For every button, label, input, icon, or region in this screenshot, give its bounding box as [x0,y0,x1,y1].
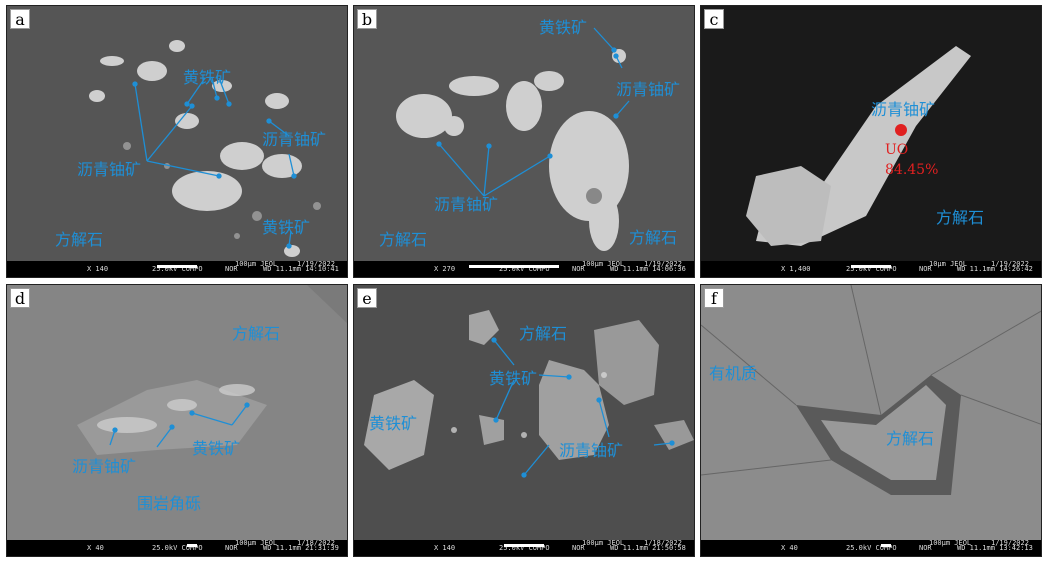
scale-bar [157,265,197,268]
scale-bar [187,544,197,547]
sem-image-e [354,285,694,542]
date: 1/18/2022 [644,539,682,547]
label-pyrite: 黄铁矿 [489,369,538,388]
sem-panel-a: a 黄铁矿 沥青铀矿 沥青铀矿 黄铁矿 方解石 X 140 25.0kV COM… [6,5,348,278]
voltage-mode: 25.0kV COMPO [499,265,550,273]
label-calcite: 方解石 [232,324,281,343]
label-pitchblende: 沥青铀矿 [616,80,681,99]
magnification: X 140 [434,544,456,552]
wd-time: WD 11.1mm 21:50:58 [610,544,686,552]
label-calcite: 方解石 [629,228,678,247]
spot-value: 84.45% [885,162,939,178]
sem-image-b [354,6,694,263]
wd-time: WD 11.1mm 13:42:13 [957,544,1033,552]
nor: NOR [225,544,238,552]
label-pyrite: 黄铁矿 [262,218,311,237]
label-pyrite: 黄铁矿 [539,18,588,37]
panel-letter: b [357,9,377,29]
sem-info-bar: X 140 25.0kV COMPO NOR 100μm JEOL 1/18/2… [354,539,694,556]
label-calcite: 方解石 [519,324,568,343]
voltage-mode: 25.0kV COMPO [846,544,897,552]
date: 1/19/2022 [644,260,682,268]
date: 1/19/2022 [297,260,335,268]
sem-image-c [701,6,1041,263]
label-wallrock-breccia: 围岩角砾 [137,494,202,513]
scale-bar [504,544,544,547]
label-pitchblende: 沥青铀矿 [559,441,624,460]
sem-info-bar: X 40 25.0kV COMPO NOR 100μm JEOL 1/19/20… [701,539,1041,556]
magnification: X 1,400 [781,265,811,273]
nor: NOR [572,265,585,273]
sem-info-bar: X 270 25.0kV COMPO NOR 100μm JEOL 1/19/2… [354,260,694,277]
magnification: X 140 [87,265,109,273]
label-pitchblende: 沥青铀矿 [262,130,327,149]
nor: NOR [919,544,932,552]
voltage-mode: 25.0kV COMPO [152,544,203,552]
sem-info-bar: X 1,400 25.0kV COMPO NOR 10μm JEOL 1/19/… [701,260,1041,277]
wd-time: WD 11.1mm 14:06:36 [610,265,686,273]
scale-bar [469,265,559,268]
label-calcite: 方解石 [936,208,985,227]
scale-text: 100μm JEOL [582,260,625,268]
sem-panel-b: b 黄铁矿 沥青铀矿 沥青铀矿 方解石 方解石 X 270 25.0kV COM… [353,5,695,278]
label-pitchblende: 沥青铀矿 [72,457,137,476]
date: 1/18/2022 [297,539,335,547]
nor: NOR [919,265,932,273]
sem-info-bar: X 40 25.0kV COMPO NOR 100μm JEOL 1/18/20… [7,539,347,556]
label-organic-matter: 有机质 [709,364,758,383]
scale-text: 100μm JEOL [235,539,278,547]
label-pyrite: 黄铁矿 [183,68,232,87]
magnification: X 40 [87,544,104,552]
scale-bar [881,544,891,547]
wd-time: WD 11.1mm 21:31:39 [263,544,339,552]
sem-image-f [701,285,1041,542]
scale-text: 100μm JEOL [235,260,278,268]
date: 1/19/2022 [991,260,1029,268]
label-calcite: 方解石 [379,230,428,249]
analysis-spot [895,124,907,136]
label-pitchblende: 沥青铀矿 [434,195,499,214]
label-pyrite: 黄铁矿 [369,414,418,433]
sem-panel-e: e 方解石 黄铁矿 黄铁矿 沥青铀矿 X 140 25.0kV COMPO NO… [353,284,695,557]
label-calcite: 方解石 [886,429,935,448]
label-pitchblende: 沥青铀矿 [77,160,142,179]
panel-letter: f [704,288,724,308]
panel-letter: e [357,288,377,308]
panel-letter: a [10,9,30,29]
sem-panel-f: f 有机质 方解石 X 40 25.0kV COMPO NOR 100μm JE… [700,284,1042,557]
scale-text: 100μm JEOL [582,539,625,547]
sem-image-d [7,285,347,542]
magnification: X 40 [781,544,798,552]
panel-letter: d [10,288,30,308]
nor: NOR [572,544,585,552]
label-calcite: 方解石 [55,230,104,249]
nor: NOR [225,265,238,273]
voltage-mode: 25.0kV COMPO [152,265,203,273]
sem-info-bar: X 140 25.0kV COMPO NOR 100μm JEOL 1/19/2… [7,260,347,277]
scale-text: 10μm JEOL [929,260,967,268]
magnification: X 270 [434,265,456,273]
wd-time: WD 11.1mm 14:10:41 [263,265,339,273]
panel-letter: c [704,9,724,29]
spot-label: UO [885,142,909,158]
date: 1/19/2022 [991,539,1029,547]
label-pitchblende: 沥青铀矿 [871,100,936,119]
sem-panel-d: d 方解石 沥青铀矿 黄铁矿 围岩角砾 X 40 25.0kV COMPO NO… [6,284,348,557]
scale-bar [851,265,891,268]
scale-text: 100μm JEOL [929,539,972,547]
sem-panel-c: c 沥青铀矿 UO 84.45% 方解石 X 1,400 25.0kV COMP… [700,5,1042,278]
label-pyrite: 黄铁矿 [192,439,241,458]
voltage-mode: 25.0kV COMPO [846,265,897,273]
wd-time: WD 11.1mm 14:26:42 [957,265,1033,273]
voltage-mode: 25.0kV COMPO [499,544,550,552]
